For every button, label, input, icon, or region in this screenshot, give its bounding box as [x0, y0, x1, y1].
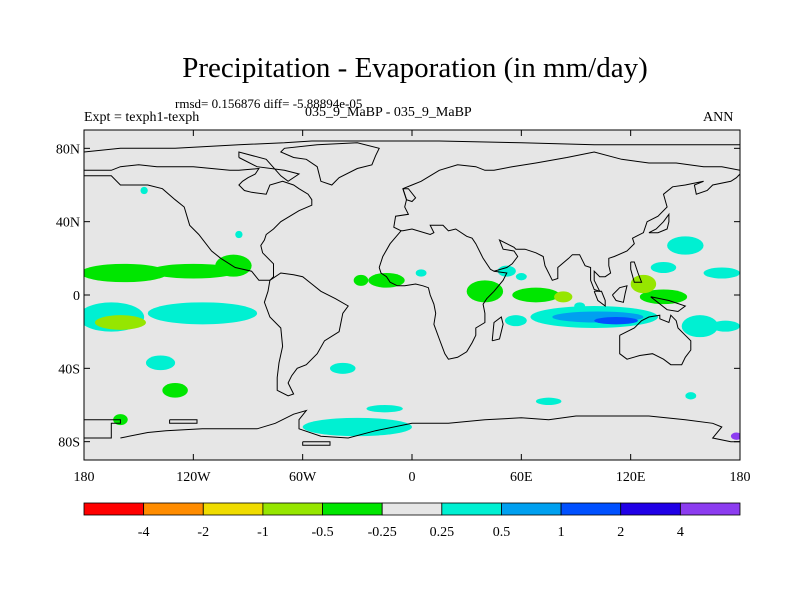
anomaly-patch [594, 317, 638, 325]
coastline [238, 151, 301, 182]
coastline [648, 212, 670, 234]
colorbar-swatch [679, 502, 741, 516]
coastline [593, 290, 606, 308]
coastline [619, 314, 692, 366]
colorbar-swatch [501, 502, 562, 516]
anomaly-patch [554, 291, 573, 303]
y-tick-label: 80N [56, 142, 80, 157]
coastline [401, 173, 740, 293]
colorbar-label: 2 [617, 525, 624, 540]
colorbar-swatch [620, 502, 681, 516]
coastline [650, 296, 687, 313]
anomaly-patch [368, 273, 405, 288]
colorbar-swatch [143, 502, 204, 516]
anomaly-patch [730, 432, 740, 440]
anomaly-patch [147, 302, 258, 325]
x-tick-label: 0 [409, 470, 416, 485]
x-tick-label: 120E [616, 470, 646, 485]
anomaly-patch [504, 315, 527, 327]
colorbar-label: 4 [677, 525, 684, 540]
colorbar-label: -0.25 [368, 525, 397, 540]
colorbar-label: -0.5 [311, 525, 333, 540]
y-tick-label: 80S [58, 436, 80, 451]
colorbar-swatch [441, 502, 502, 516]
anomaly-patch [162, 383, 188, 398]
coastline [120, 409, 740, 443]
anomaly-patch [667, 236, 704, 255]
colorbar-label: -1 [257, 525, 269, 540]
coastline [611, 285, 628, 303]
anomaly-patch [84, 263, 168, 283]
colorbar-swatch [322, 502, 383, 516]
coastline [630, 261, 643, 283]
anomaly-patch [639, 289, 688, 305]
coastline [169, 419, 198, 424]
anomaly-patch [515, 273, 527, 281]
colorbar-label: 0.25 [430, 525, 455, 540]
coastline [491, 316, 504, 342]
x-tick-label: 120W [176, 470, 211, 485]
anomaly-patch [650, 262, 677, 273]
colorbar-swatch [202, 502, 264, 516]
colorbar-label: 1 [558, 525, 565, 540]
colorbar-label: -2 [197, 525, 209, 540]
anomaly-patch [302, 417, 413, 437]
anomaly-patch [681, 315, 719, 338]
y-tick-label: 0 [73, 289, 80, 304]
coastline [378, 151, 740, 268]
coastline [84, 419, 121, 439]
colorbar-swatch [381, 502, 443, 516]
anomaly-patch [145, 355, 176, 371]
anomaly-patch [535, 397, 562, 406]
coastline [263, 272, 349, 397]
x-tick-label: 180 [74, 470, 95, 485]
coastline [84, 164, 313, 281]
coastline [378, 267, 508, 360]
experiment-label: Expt = texph1-texph [84, 110, 200, 125]
y-tick-label: 40S [58, 362, 80, 377]
anomaly-patch [149, 263, 238, 279]
axis-ticks: 80N 40N 0 40S 80S 180 120W 60W 0 60E 120E 180 [56, 130, 751, 485]
y-tick-label: 40N [56, 216, 80, 231]
anomaly-patch [710, 320, 740, 332]
colorbar-swatch [560, 502, 622, 516]
anomaly-patch [353, 274, 369, 286]
anomaly-patch [466, 280, 504, 303]
colorbar-swatch [262, 502, 323, 516]
anomaly-patch [94, 315, 146, 330]
anomaly-patch [415, 269, 427, 277]
coastline [402, 188, 417, 203]
x-tick-label: 180 [730, 470, 751, 485]
stats-line: rmsd= 0.156876 diff= -5.88894e-05 [175, 96, 363, 111]
case-label: 035_9_MaBP - 035_9_MaBP [305, 105, 472, 120]
colorbar-label: -4 [138, 525, 150, 540]
colorbar-label: 0.5 [493, 525, 511, 540]
x-tick-label: 60W [289, 470, 317, 485]
colorbar-swatch [83, 502, 145, 516]
coastline [279, 142, 380, 186]
anomaly-patch [685, 392, 697, 400]
season-label: ANN [703, 110, 734, 125]
anomaly-patch [330, 362, 356, 374]
x-tick-label: 60E [510, 470, 533, 485]
coastline [302, 441, 331, 446]
anomaly-patch [703, 267, 740, 279]
anomaly-patch [140, 186, 148, 195]
anomaly-patch [366, 405, 403, 413]
map-title: Precipitation - Evaporation (in mm/day) [182, 52, 648, 84]
anomaly-layer [84, 186, 740, 440]
anomaly-patch [512, 287, 560, 303]
anomaly-patch [630, 274, 657, 294]
anomaly-patch [235, 230, 243, 239]
coastline [84, 140, 740, 153]
colorbar: -4 -2 -1 -0.5 -0.25 0.25 0.5 1 2 4 [83, 502, 741, 540]
coastline-layer [84, 140, 740, 446]
